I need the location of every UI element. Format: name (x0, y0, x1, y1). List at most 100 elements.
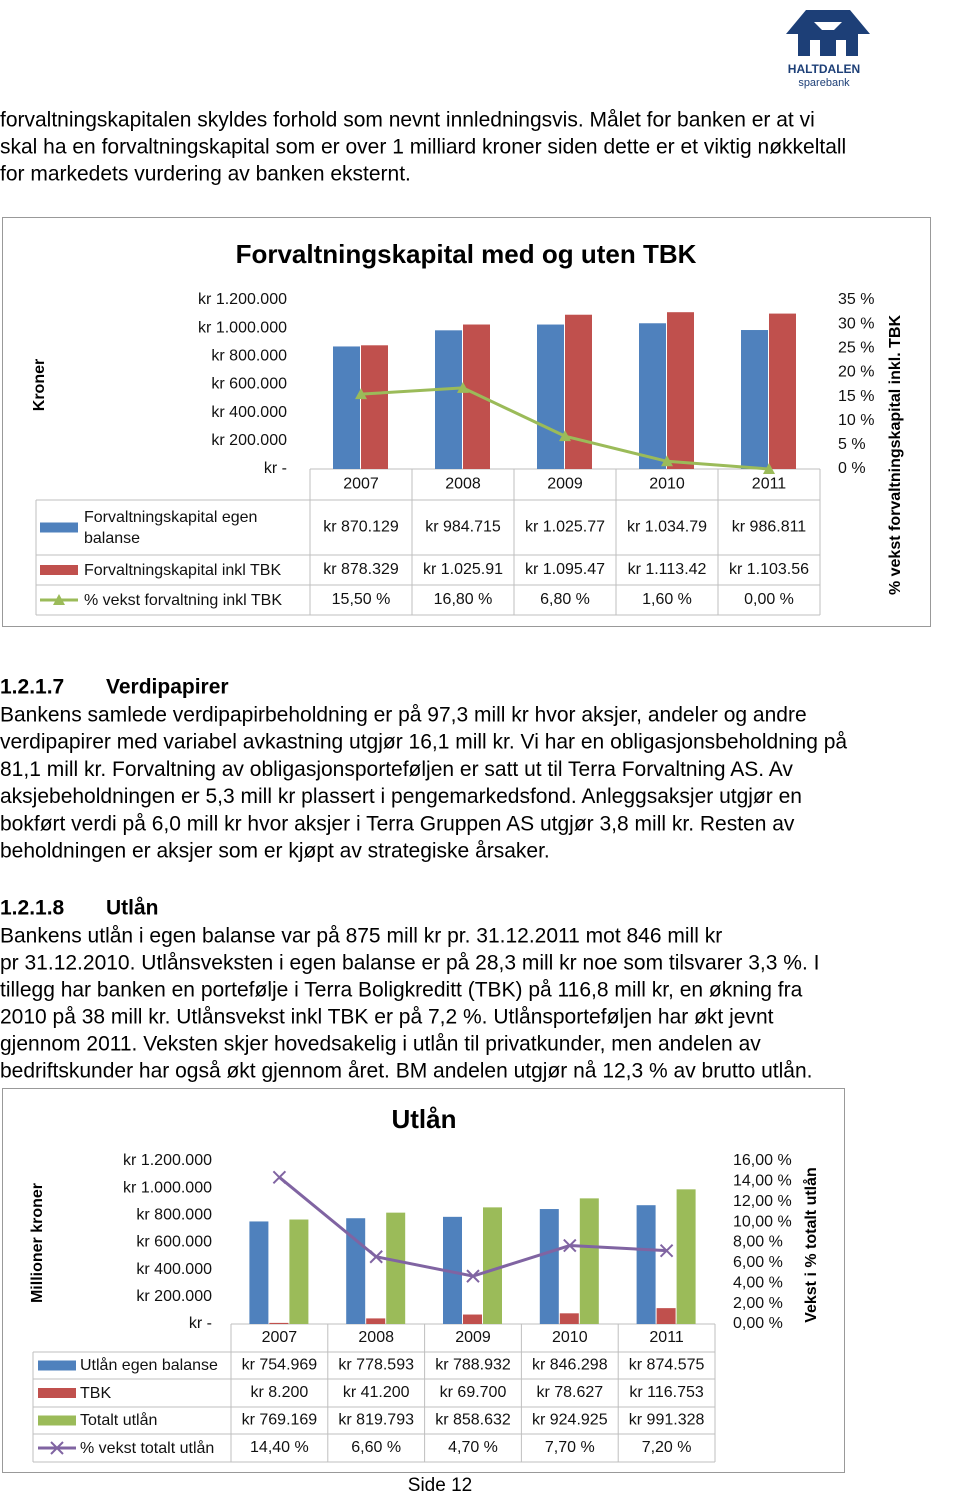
x-tick-label: 2011 (752, 476, 787, 493)
bar (443, 1216, 462, 1324)
table-value: kr 116.753 (629, 1384, 704, 1401)
y2-tick-label: 6,00 % (733, 1254, 783, 1271)
body-text-line: verdipapirer med variabel avkastning utg… (0, 731, 847, 754)
y2-tick-label: 0 % (838, 460, 866, 477)
y-tick-label: kr - (189, 1315, 212, 1332)
line-marker (53, 594, 65, 605)
bar (676, 1189, 696, 1324)
y2-tick-label: 14,00 % (733, 1173, 792, 1190)
section-title: Utlån (106, 897, 159, 920)
body-text-line: skal ha en forvaltningskapital som er ov… (0, 136, 846, 159)
bar (483, 1207, 502, 1324)
y2-axis-title: % vekst forvaltningskapital inkl. TBK (887, 315, 904, 596)
x-tick-label: 2009 (455, 1329, 491, 1346)
y-tick-label: kr 600.000 (136, 1234, 212, 1251)
y2-tick-label: 5 % (838, 436, 866, 453)
logo-mark-detail (814, 22, 842, 30)
legend-label: Totalt utlån (80, 1412, 158, 1429)
y-tick-label: kr 800.000 (211, 348, 287, 365)
section-title: Verdipapirer (106, 676, 229, 699)
bar (463, 324, 490, 469)
legend-entry: Utlån egen balanse (80, 1357, 218, 1374)
x-tick-label: 2009 (547, 476, 583, 493)
chart-title: Forvaltningskapital med og uten TBK (236, 239, 697, 269)
table-value: kr 788.932 (435, 1357, 511, 1374)
y-tick-label: kr 1.200.000 (198, 291, 287, 308)
logo-tagline: sparebank (798, 77, 850, 89)
table-value: 7,20 % (642, 1439, 692, 1456)
legend-key (38, 1360, 76, 1371)
y2-tick-label: 25 % (838, 340, 874, 357)
body-text-line: 81,1 mill kr. Forvaltning av obligasjons… (0, 758, 793, 781)
x-tick-label: 2008 (358, 1329, 394, 1346)
y2-axis-title: Vekst i % totalt utlån (802, 1167, 820, 1323)
bar (435, 330, 462, 469)
table-value: kr 874.575 (629, 1357, 705, 1374)
x-tick-label: 2007 (343, 476, 379, 493)
table-value: 1,60 % (642, 591, 692, 608)
line-marker (563, 1238, 577, 1253)
legend-label: % vekst totalt utlån (80, 1439, 215, 1457)
bar (333, 346, 360, 469)
table-value: 7,70 % (545, 1439, 595, 1456)
bar (269, 1322, 289, 1324)
table-value: 4,70 % (448, 1439, 498, 1456)
legend-label: Utlån egen balanse (80, 1357, 218, 1374)
table-value: 0,00 % (744, 591, 794, 608)
x-tick-label: 2010 (552, 1329, 588, 1346)
bar (537, 324, 564, 469)
body-text-line: Bankens utlån i egen balanse var på 875 … (0, 925, 722, 948)
x-tick-label: 2007 (262, 1329, 298, 1346)
y-tick-label: kr - (264, 460, 287, 477)
table-value: kr 1.103.56 (729, 561, 809, 578)
bar (639, 323, 666, 469)
y-tick-label: kr 1.200.000 (123, 1152, 212, 1169)
table-value: kr 1.095.47 (525, 561, 605, 578)
bar (386, 1212, 406, 1324)
table-value: kr 870.129 (323, 519, 399, 536)
body-text-line: for markedets vurdering av banken ekster… (0, 163, 411, 186)
bar (769, 313, 796, 469)
bar (249, 1221, 269, 1324)
bar (636, 1205, 656, 1324)
table-value: kr 924.925 (532, 1412, 608, 1429)
bar (463, 1314, 482, 1324)
bar (361, 345, 388, 469)
y2-tick-label: 15 % (838, 388, 874, 405)
body-text-line: bokført verdi på 6,0 mill kr hvor aksjer… (0, 812, 795, 835)
y2-tick-label: 12,00 % (733, 1193, 792, 1210)
table-value: kr 754.969 (242, 1357, 318, 1374)
table-value: 6,60 % (351, 1439, 401, 1456)
section-number: 1.2.1.7 (0, 676, 64, 699)
body-text-line: bedriftskunder har også økt gjennom året… (0, 1060, 812, 1083)
y2-tick-label: 20 % (838, 364, 874, 381)
bar (656, 1308, 676, 1324)
line-marker (763, 463, 775, 474)
table-value: kr 819.793 (338, 1412, 414, 1429)
table-value: 14,40 % (250, 1439, 309, 1456)
legend-entry: TBK (80, 1385, 111, 1402)
body-text-line: Bankens samlede verdipapirbeholdning er … (0, 704, 807, 727)
table-value: kr 858.632 (435, 1412, 511, 1429)
table-value: kr 78.627 (536, 1384, 603, 1401)
table-value: kr 778.593 (338, 1357, 414, 1374)
y-tick-label: kr 1.000.000 (198, 319, 287, 336)
bar (565, 314, 592, 469)
y-tick-label: kr 1.000.000 (123, 1179, 212, 1196)
line-marker (659, 1243, 674, 1258)
table-value: kr 991.328 (629, 1412, 705, 1429)
chart-title: Utlån (392, 1104, 457, 1134)
y2-tick-label: 4,00 % (733, 1274, 783, 1291)
bar (539, 1209, 559, 1324)
line-marker (369, 1250, 383, 1264)
legend-label: Forvaltningskapital egen balanse (84, 508, 258, 547)
bar (667, 312, 694, 469)
y-axis-title: Kroner (31, 359, 48, 411)
y-tick-label: kr 600.000 (211, 376, 287, 393)
y-tick-label: kr 400.000 (211, 404, 287, 421)
x-tick-label: 2008 (445, 476, 481, 493)
table-value: kr 878.329 (323, 561, 399, 578)
table-value: 16,80 % (434, 591, 493, 608)
line-marker (50, 1441, 64, 1455)
